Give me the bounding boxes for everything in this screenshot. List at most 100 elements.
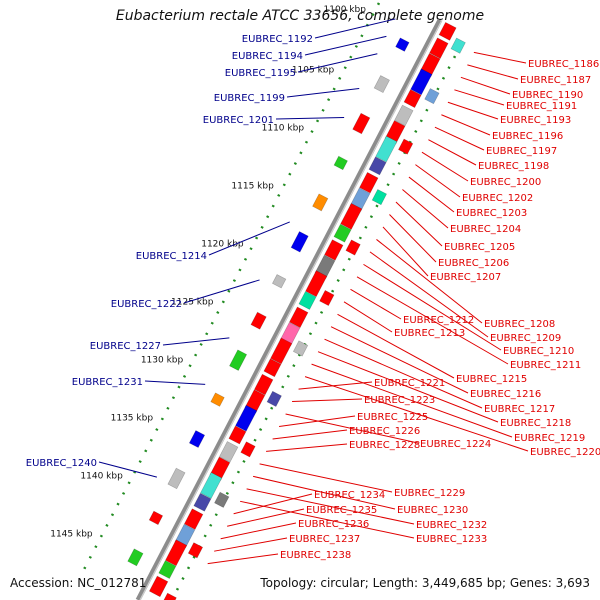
right-leader-line — [266, 443, 348, 452]
gene-feature — [289, 306, 309, 328]
gene-feature — [235, 404, 258, 432]
gene-feature — [219, 441, 239, 463]
gene-label-right: EUBREC_1198 — [478, 161, 549, 172]
gene-feature — [333, 155, 348, 171]
right-leader-line — [369, 251, 489, 338]
right-leader-line — [298, 381, 373, 390]
gene-feature — [229, 349, 248, 371]
gene-feature — [450, 37, 466, 54]
gene-label-right: EUBREC_1230 — [397, 505, 468, 516]
gene-feature — [240, 441, 256, 458]
gene-feature — [254, 373, 274, 396]
gene-label-right: EUBREC_1213 — [394, 328, 465, 339]
gene-label-right: EUBREC_1204 — [450, 224, 521, 235]
right-leader-line — [454, 89, 505, 106]
gene-label-right: EUBREC_1228 — [349, 440, 420, 451]
gene-label-right: EUBREC_1197 — [486, 146, 557, 157]
gene-label-right: EUBREC_1236 — [298, 519, 369, 530]
gene-label-right: EUBREC_1238 — [280, 550, 351, 561]
gene-feature — [373, 75, 390, 94]
right-leader-line — [337, 313, 455, 379]
left-leader-line — [275, 117, 345, 120]
gene-feature — [272, 274, 287, 289]
right-leader-line — [363, 263, 502, 351]
right-leader-line — [279, 415, 356, 427]
gene-label-right: EUBREC_1202 — [462, 193, 533, 204]
left-leader-line — [98, 461, 158, 478]
gene-label-left: EUBREC_1201 — [203, 115, 274, 126]
gene-label-right: EUBREC_1235 — [306, 505, 377, 516]
gene-label-right: EUBREC_1196 — [492, 131, 563, 142]
right-leader-line — [233, 493, 313, 515]
gene-feature — [395, 37, 410, 52]
gene-label-left: EUBREC_1199 — [214, 93, 285, 104]
scale-label: 1130 kbp — [141, 356, 184, 366]
gene-feature — [410, 68, 433, 96]
scale-label: 1135 kbp — [111, 414, 154, 424]
gene-label-left: EUBREC_1194 — [232, 51, 303, 62]
scale-label: 1105 kbp — [292, 66, 335, 76]
gene-feature — [266, 390, 282, 407]
gene-feature — [368, 156, 387, 176]
scale-label: 1140 kbp — [80, 472, 123, 482]
left-leader-line — [304, 35, 387, 56]
gene-label-right: EUBREC_1216 — [470, 389, 541, 400]
gene-label-right: EUBREC_1200 — [470, 177, 541, 188]
right-leader-line — [292, 398, 363, 403]
gene-feature — [398, 138, 414, 155]
gene-feature — [161, 592, 177, 600]
left-leader-line — [183, 279, 260, 304]
gene-label-right: EUBREC_1217 — [484, 404, 555, 415]
gene-feature — [298, 291, 317, 310]
right-leader-line — [246, 488, 415, 525]
scale-label: 1145 kbp — [50, 530, 93, 540]
gene-feature — [324, 239, 344, 261]
right-leader-line — [376, 239, 483, 324]
backbone-highlight — [139, 19, 443, 600]
right-leader-line — [324, 338, 483, 409]
gene-feature — [340, 202, 363, 230]
gene-label-left: EUBREC_1227 — [90, 341, 161, 352]
gene-label-left: EUBREC_1195 — [225, 68, 296, 79]
gene-label-right: EUBREC_1221 — [374, 378, 445, 389]
gene-feature — [438, 21, 457, 41]
gene-label-right: EUBREC_1233 — [416, 534, 487, 545]
gene-label-left: EUBREC_1222 — [111, 299, 182, 310]
gene-label-right: EUBREC_1190 — [512, 90, 583, 101]
right-leader-line — [317, 351, 499, 423]
gene-feature — [345, 239, 361, 256]
scale-label: 1110 kbp — [262, 124, 305, 134]
right-leader-line — [259, 463, 393, 493]
gene-label-right: EUBREC_1210 — [503, 346, 574, 357]
gene-label-right: EUBREC_1205 — [444, 242, 515, 253]
left-track-dots — [81, 2, 381, 572]
scale-label: 1125 kbp — [171, 298, 214, 308]
gene-feature — [270, 337, 293, 365]
left-leader-line — [286, 88, 360, 98]
gene-feature — [312, 193, 329, 212]
left-leader-line — [162, 337, 230, 346]
gene-label-right: EUBREC_1219 — [514, 433, 585, 444]
gene-label-left: EUBREC_1231 — [72, 377, 143, 388]
gene-feature — [214, 491, 230, 508]
gene-feature — [352, 112, 371, 135]
right-leader-line — [473, 51, 527, 64]
gene-label-right: EUBREC_1206 — [438, 258, 509, 269]
gene-feature — [158, 560, 177, 579]
right-leader-line — [434, 126, 485, 151]
gene-feature — [333, 223, 352, 243]
gene-feature — [165, 539, 188, 567]
gene-label-right: EUBREC_1237 — [289, 534, 360, 545]
left-leader-line — [144, 380, 206, 385]
right-leader-line — [356, 276, 509, 365]
left-leader-line — [208, 221, 290, 256]
gene-feature — [319, 289, 335, 307]
gene-feature — [187, 542, 204, 559]
right-leader-line — [220, 522, 297, 540]
right-leader-line — [415, 164, 461, 198]
gene-feature — [305, 270, 328, 298]
accession-text: Accession: NC_012781 — [10, 576, 147, 590]
gene-label-right: EUBREC_1220 — [530, 447, 600, 458]
